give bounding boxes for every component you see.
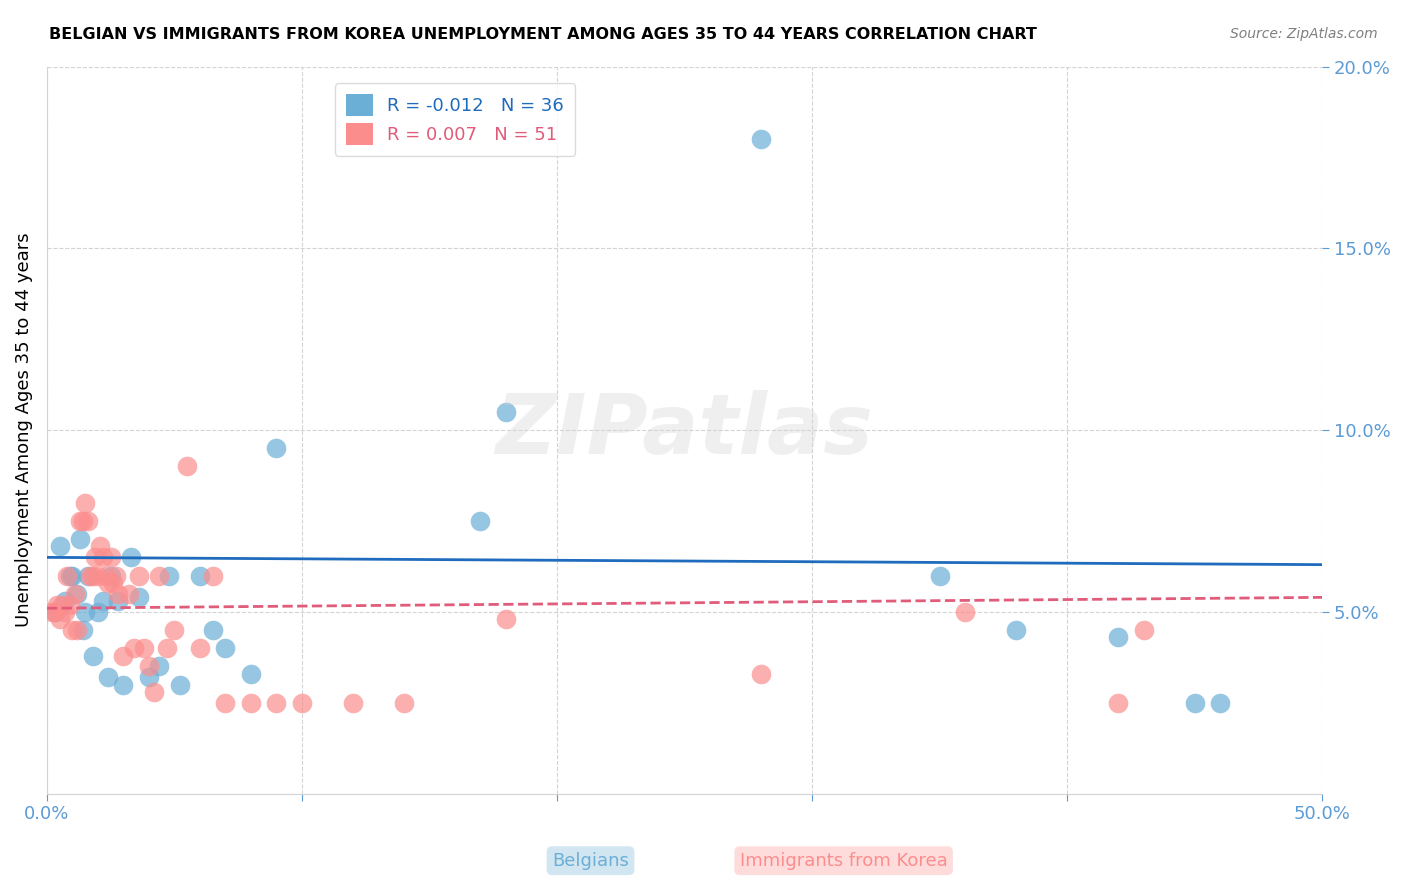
Point <box>148 568 170 582</box>
Point <box>117 587 139 601</box>
Point <box>470 514 492 528</box>
Point <box>60 623 83 637</box>
Point <box>112 678 135 692</box>
Point <box>266 442 288 456</box>
Point <box>495 612 517 626</box>
Point <box>53 594 76 608</box>
Point <box>82 648 104 663</box>
Point <box>120 550 142 565</box>
Point <box>72 623 94 637</box>
Point <box>1107 696 1129 710</box>
Point <box>188 641 211 656</box>
Point <box>91 550 114 565</box>
Point <box>84 550 107 565</box>
Point <box>69 532 91 546</box>
Point <box>82 568 104 582</box>
Point <box>1005 623 1028 637</box>
Point <box>138 659 160 673</box>
Point <box>749 666 772 681</box>
Point <box>41 605 63 619</box>
Point <box>103 575 125 590</box>
Point <box>48 540 70 554</box>
Point <box>291 696 314 710</box>
Point <box>1209 696 1232 710</box>
Point <box>75 496 97 510</box>
Point <box>97 575 120 590</box>
Point <box>953 605 976 619</box>
Point <box>87 568 110 582</box>
Point <box>122 641 145 656</box>
Point <box>188 568 211 582</box>
Point <box>169 678 191 692</box>
Point <box>87 605 110 619</box>
Point <box>143 685 166 699</box>
Point <box>214 641 236 656</box>
Point <box>495 405 517 419</box>
Point <box>749 132 772 146</box>
Point <box>157 568 180 582</box>
Point <box>53 605 76 619</box>
Point <box>392 696 415 710</box>
Point <box>89 540 111 554</box>
Point <box>79 568 101 582</box>
Point <box>97 670 120 684</box>
Point <box>51 598 73 612</box>
Y-axis label: Unemployment Among Ages 35 to 44 years: Unemployment Among Ages 35 to 44 years <box>15 233 32 627</box>
Point <box>59 568 82 582</box>
Point <box>44 605 66 619</box>
Point <box>132 641 155 656</box>
Legend: R = -0.012   N = 36, R = 0.007   N = 51: R = -0.012 N = 36, R = 0.007 N = 51 <box>335 83 575 156</box>
Point <box>148 659 170 673</box>
Point <box>1184 696 1206 710</box>
Point <box>1132 623 1154 637</box>
Point <box>342 696 364 710</box>
Point <box>107 587 129 601</box>
Point <box>201 568 224 582</box>
Text: BELGIAN VS IMMIGRANTS FROM KOREA UNEMPLOYMENT AMONG AGES 35 TO 44 YEARS CORRELAT: BELGIAN VS IMMIGRANTS FROM KOREA UNEMPLO… <box>49 27 1038 42</box>
Point <box>176 459 198 474</box>
Text: Belgians: Belgians <box>553 852 628 870</box>
Point <box>63 587 86 601</box>
Point <box>112 648 135 663</box>
Point <box>239 666 262 681</box>
Point <box>128 591 150 605</box>
Point <box>1107 631 1129 645</box>
Point <box>266 696 288 710</box>
Point <box>76 514 98 528</box>
Point <box>69 514 91 528</box>
Point <box>100 550 122 565</box>
Point <box>163 623 186 637</box>
Point <box>56 568 79 582</box>
Point <box>100 568 122 582</box>
Point <box>94 568 117 582</box>
Point <box>239 696 262 710</box>
Point <box>76 568 98 582</box>
Point <box>59 598 82 612</box>
Point <box>156 641 179 656</box>
Point <box>214 696 236 710</box>
Point <box>48 612 70 626</box>
Text: Immigrants from Korea: Immigrants from Korea <box>740 852 948 870</box>
Point <box>66 623 89 637</box>
Point <box>66 587 89 601</box>
Point <box>60 568 83 582</box>
Text: ZIPatlas: ZIPatlas <box>495 390 873 471</box>
Point <box>72 514 94 528</box>
Point <box>928 568 950 582</box>
Text: Source: ZipAtlas.com: Source: ZipAtlas.com <box>1230 27 1378 41</box>
Point <box>138 670 160 684</box>
Point <box>201 623 224 637</box>
Point <box>128 568 150 582</box>
Point <box>75 605 97 619</box>
Point <box>44 605 66 619</box>
Point <box>104 568 127 582</box>
Point <box>107 594 129 608</box>
Point <box>91 594 114 608</box>
Point <box>46 598 69 612</box>
